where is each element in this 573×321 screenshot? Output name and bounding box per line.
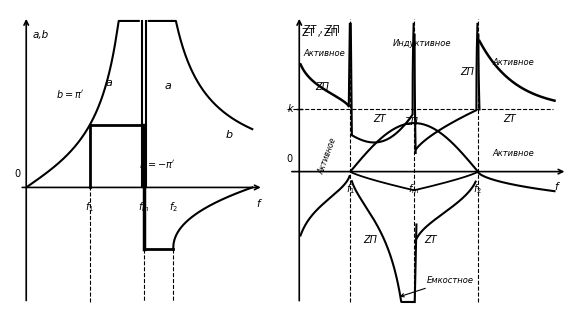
Text: Активное: Активное (493, 58, 535, 67)
Text: b: b (225, 130, 232, 141)
Text: ZТ: ZТ (504, 114, 516, 124)
Text: ZП: ZП (460, 67, 474, 77)
Text: $f_1$: $f_1$ (346, 182, 355, 196)
Text: ZП: ZП (404, 117, 418, 127)
Text: f: f (257, 199, 260, 209)
Text: $f_1$: $f_1$ (85, 201, 94, 214)
Text: Активное: Активное (493, 149, 535, 158)
Text: $f_m$: $f_m$ (138, 201, 150, 214)
Text: a: a (164, 82, 171, 91)
Text: 0: 0 (14, 169, 21, 179)
Text: k: k (287, 104, 293, 114)
Text: Активное: Активное (304, 49, 346, 58)
Text: $b{=}{-}\pi'$: $b{=}{-}\pi'$ (139, 158, 176, 170)
Text: ZТ , ZП: ZТ , ZП (304, 25, 340, 35)
Text: ZТ: ZТ (373, 114, 386, 124)
Text: $f_m$: $f_m$ (409, 182, 420, 196)
Text: ZТ , ZП: ZТ , ZП (302, 29, 337, 39)
Text: $b{=}\pi'$: $b{=}\pi'$ (56, 88, 84, 100)
Text: ZТ: ZТ (425, 235, 437, 245)
Text: Емкостное: Емкостное (401, 276, 474, 297)
Text: f: f (554, 182, 558, 192)
Text: a: a (105, 78, 112, 88)
Text: 0: 0 (286, 154, 293, 164)
Text: ZП: ZП (363, 235, 377, 245)
Text: Индуктивное: Индуктивное (393, 39, 451, 48)
Text: ZП: ZП (315, 82, 329, 92)
Text: $f_2$: $f_2$ (168, 201, 178, 214)
Text: a,b: a,b (33, 30, 49, 40)
Text: Активное: Активное (316, 136, 338, 176)
Text: $f_2$: $f_2$ (473, 182, 482, 196)
